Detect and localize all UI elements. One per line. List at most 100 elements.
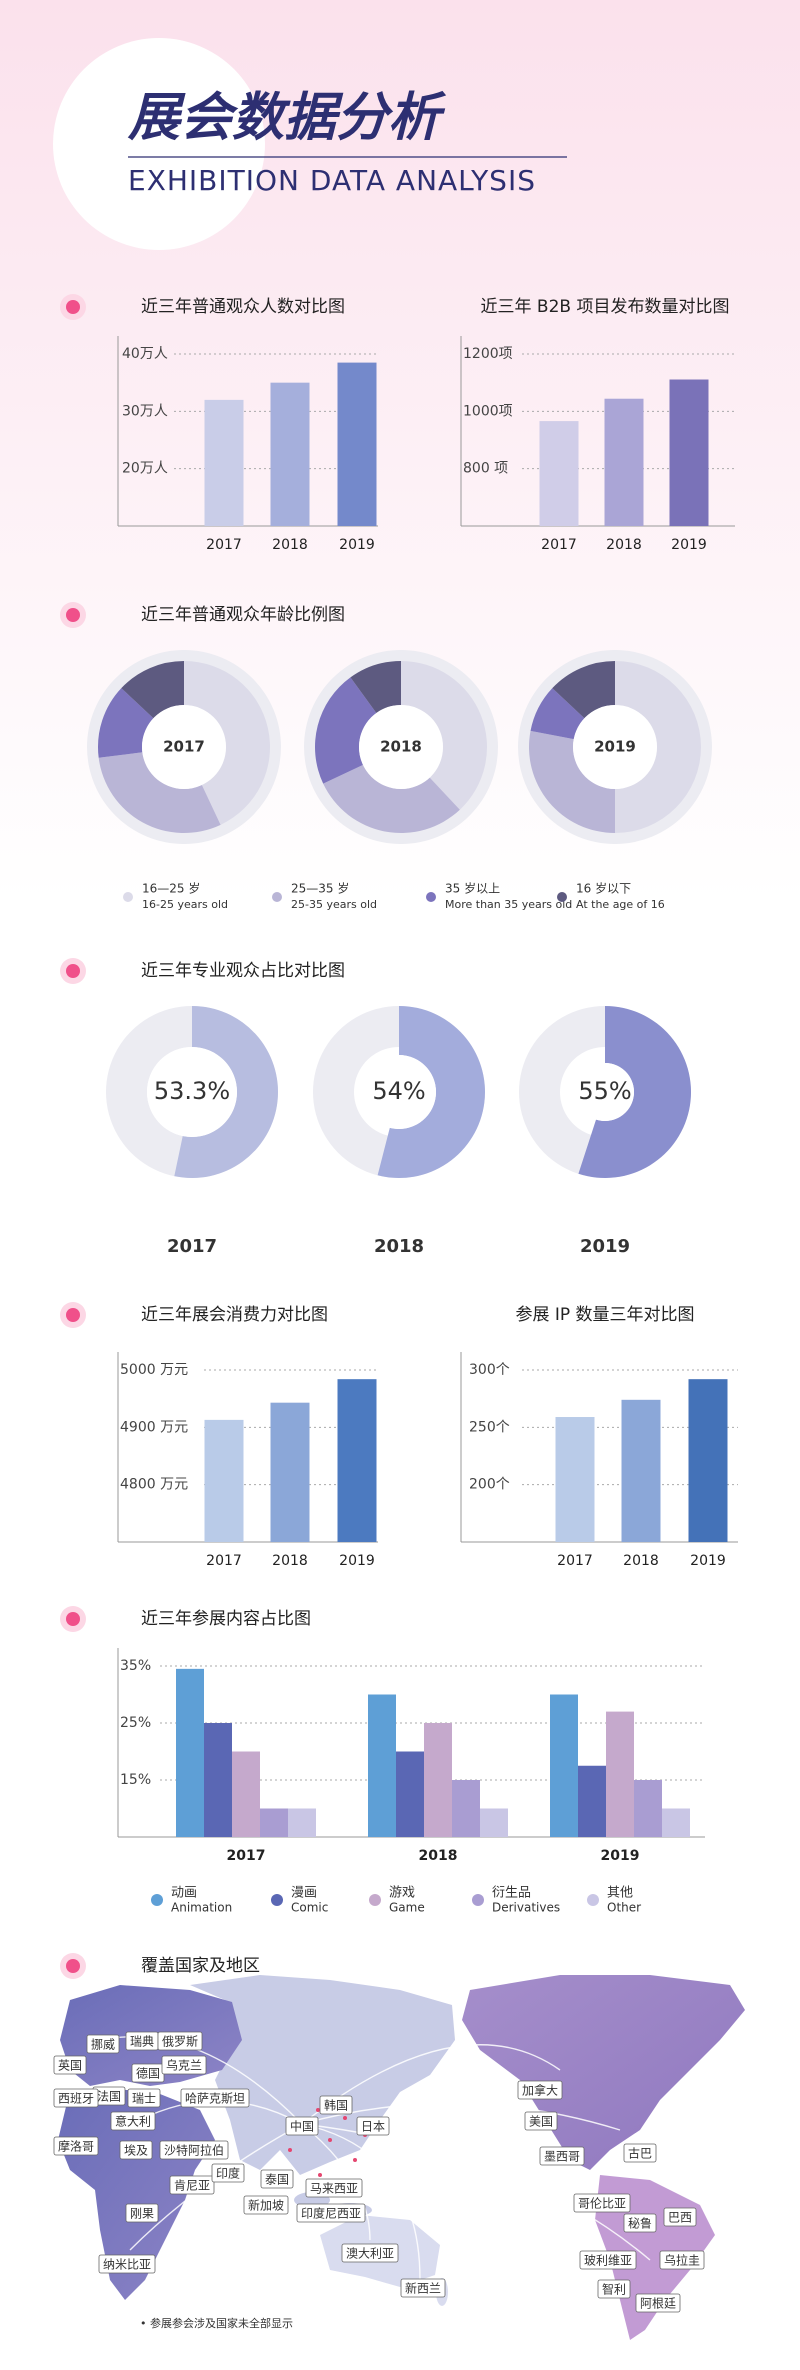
bar — [424, 1723, 452, 1837]
y-tick-label: 300个 — [469, 1362, 510, 1378]
country-tag — [296, 2203, 366, 2223]
flight-line — [301, 2044, 561, 2125]
legend-swatch — [151, 1894, 163, 1906]
north-america — [462, 1975, 745, 2170]
legend-label: 其他 — [607, 1886, 633, 1901]
country-label: 中国 — [290, 2119, 314, 2134]
country-label: 加拿大 — [522, 2083, 558, 2098]
country-tag — [53, 2136, 99, 2156]
country-label: 古巴 — [628, 2146, 652, 2161]
legend-label: 25—35 岁 — [291, 881, 349, 896]
donut-hole — [142, 705, 226, 789]
page-subtitle: EXHIBITION DATA ANALYSIS — [128, 164, 536, 197]
bar — [337, 362, 377, 526]
legend-swatch — [271, 1894, 283, 1906]
country-label: 纳米比亚 — [103, 2258, 151, 2272]
country-label: 新西兰 — [405, 2281, 441, 2296]
legend-label: 16 岁以下 — [576, 881, 631, 896]
country-label: 西班牙 — [58, 2092, 94, 2106]
x-tick-label: 2019 — [690, 1553, 726, 1569]
country-label: 埃及 — [124, 2144, 148, 2158]
donut-label: 2019 — [594, 738, 636, 756]
bar — [606, 1711, 634, 1837]
bar — [204, 1723, 232, 1837]
legend-label-en: Game — [389, 1901, 425, 1915]
value-label: 55% — [578, 1077, 631, 1105]
bar — [662, 1808, 690, 1837]
y-tick-label: 30万人 — [122, 403, 168, 419]
donut-label: 2017 — [163, 738, 205, 756]
country-label: 肯尼亚 — [174, 2179, 210, 2193]
flight-line — [301, 2123, 421, 2281]
donut-hole — [573, 705, 657, 789]
country-label: 韩国 — [324, 2098, 348, 2113]
header-circle — [53, 38, 265, 250]
country-label: 挪威 — [91, 2038, 115, 2052]
bar — [232, 1751, 260, 1837]
country-tag — [579, 2250, 637, 2270]
country-tag — [161, 2055, 207, 2075]
footnote: • 参展参会涉及国家未全部显示 — [140, 2316, 293, 2330]
value-label: 54% — [372, 1077, 425, 1105]
donut-segment — [615, 661, 701, 833]
city-dot — [328, 2138, 332, 2142]
bar — [337, 1379, 377, 1542]
country-tag — [400, 2278, 446, 2298]
country-tag — [127, 2088, 161, 2108]
country-label: 日本 — [361, 2120, 385, 2134]
donut-segment — [552, 661, 615, 719]
country-tag — [319, 2095, 353, 2115]
y-tick-label: 20万人 — [122, 461, 168, 477]
bar — [288, 1808, 316, 1837]
progress-hole — [362, 1055, 436, 1129]
country-label: 秘鲁 — [628, 2217, 652, 2231]
country-label: 新加坡 — [248, 2198, 284, 2213]
progress-hole — [147, 1047, 237, 1137]
legend-label-en: Other — [607, 1901, 641, 1915]
bar — [539, 421, 579, 526]
country-label: 哈萨克斯坦 — [185, 2092, 245, 2106]
country-tag — [659, 2250, 705, 2270]
y-tick-label: 1200项 — [463, 346, 513, 362]
country-tag — [573, 2193, 631, 2213]
country-label: 马来西亚 — [310, 2182, 358, 2196]
bar — [550, 1694, 578, 1837]
legend-swatch — [587, 1894, 599, 1906]
y-tick-label: 4900 万元 — [120, 1419, 188, 1435]
x-tick-label: 2019 — [601, 1848, 640, 1864]
y-tick-label: 1000项 — [463, 403, 513, 419]
country-label: 巴西 — [668, 2211, 692, 2225]
country-label: 瑞典 — [130, 2035, 154, 2049]
x-tick-label: 2018 — [623, 1553, 659, 1569]
chart-title: 近三年普通观众人数对比图 — [141, 297, 345, 317]
legend-label-en: At the age of 16 — [576, 898, 665, 911]
y-tick-label: 40万人 — [122, 346, 168, 362]
x-tick-label: 2019 — [339, 537, 375, 553]
country-label: 玻利维亚 — [584, 2254, 632, 2268]
donut-segment — [121, 661, 184, 719]
legend-swatch — [272, 892, 282, 902]
flight-line — [99, 2036, 303, 2125]
chart-title: 近三年专业观众占比对比图 — [141, 961, 345, 981]
donut-segment — [529, 730, 615, 833]
country-label: 英国 — [58, 2059, 82, 2073]
country-tag — [356, 2116, 390, 2136]
country-tag — [159, 2140, 229, 2160]
donut-segment — [184, 661, 271, 825]
x-tick-label: 2018 — [606, 537, 642, 553]
country-tag — [305, 2178, 363, 2198]
chart-title: 近三年参展内容占比图 — [141, 1609, 311, 1629]
legend-label: 游戏 — [389, 1886, 415, 1901]
legend-label: 16—25 岁 — [142, 881, 200, 896]
x-tick-label: 2018 — [272, 537, 308, 553]
country-tag — [53, 2055, 87, 2075]
legend-label: 漫画 — [291, 1886, 317, 1901]
country-tag — [635, 2293, 681, 2313]
city-dot — [353, 2158, 357, 2162]
marker — [66, 1959, 80, 1973]
bar — [480, 1808, 508, 1837]
country-label: 美国 — [529, 2115, 553, 2129]
legend-label: 动画 — [171, 1886, 197, 1901]
country-label: 澳大利亚 — [346, 2247, 394, 2261]
value-label: 53.3% — [154, 1077, 230, 1105]
